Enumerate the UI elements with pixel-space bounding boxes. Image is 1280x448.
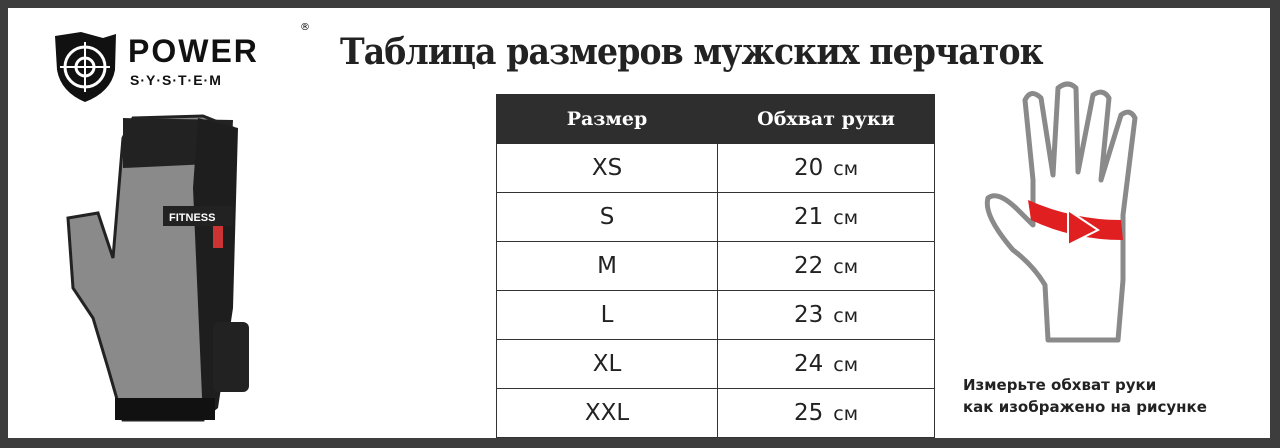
girth-value: 25 <box>793 400 824 426</box>
header-size: Размер <box>496 94 718 144</box>
power-system-logo <box>55 32 116 102</box>
girth-value: 23 <box>793 302 824 328</box>
girth-value: 22 <box>793 253 824 279</box>
girth-cell: 22 см <box>717 241 935 291</box>
table-row: S 21 см <box>496 192 935 242</box>
size-cell: XL <box>496 339 718 389</box>
table-header-row: Размер Обхват руки <box>496 94 935 144</box>
table-row: XXL 25 см <box>496 388 935 438</box>
girth-unit: см <box>833 354 859 376</box>
measure-instruction: Измерьте обхват руки как изображено на р… <box>963 374 1207 418</box>
girth-unit: см <box>833 305 859 327</box>
instruction-line-2: как изображено на рисунке <box>963 398 1207 416</box>
size-table: Размер Обхват руки XS 20 см S 21 см M 22 см L … <box>496 94 935 438</box>
girth-unit: см <box>833 256 859 278</box>
girth-unit: см <box>833 403 859 425</box>
table-row: L 23 см <box>496 290 935 340</box>
size-chart-panel: POWER S·Y·S·T·E·M ® Таблица размеров муж… <box>8 8 1270 438</box>
girth-value: 20 <box>793 155 824 181</box>
girth-unit: см <box>833 207 859 229</box>
size-cell: XXL <box>496 388 718 438</box>
girth-cell: 21 см <box>717 192 935 242</box>
size-cell: M <box>496 241 718 291</box>
girth-cell: 23 см <box>717 290 935 340</box>
size-cell: XS <box>496 143 718 193</box>
table-row: M 22 см <box>496 241 935 291</box>
girth-cell: 20 см <box>717 143 935 193</box>
registered-mark: ® <box>300 22 310 33</box>
table-row: XS 20 см <box>496 143 935 193</box>
instruction-line-1: Измерьте обхват руки <box>963 376 1157 394</box>
glove-image: FITNESS <box>66 114 249 422</box>
hand-measure-illustration <box>984 81 1138 343</box>
size-cell: S <box>496 192 718 242</box>
table-row: XL 24 см <box>496 339 935 389</box>
girth-cell: 24 см <box>717 339 935 389</box>
girth-cell: 25 см <box>717 388 935 438</box>
header-hand-girth: Обхват руки <box>717 94 935 144</box>
page-title: Таблица размеров мужских перчаток <box>340 31 1044 73</box>
glove-label: FITNESS <box>169 212 215 224</box>
brand-subtitle: S·Y·S·T·E·M <box>130 72 222 88</box>
girth-value: 21 <box>793 204 824 230</box>
girth-unit: см <box>833 158 859 180</box>
brand-name: POWER <box>128 33 259 69</box>
girth-value: 24 <box>793 351 824 377</box>
size-cell: L <box>496 290 718 340</box>
